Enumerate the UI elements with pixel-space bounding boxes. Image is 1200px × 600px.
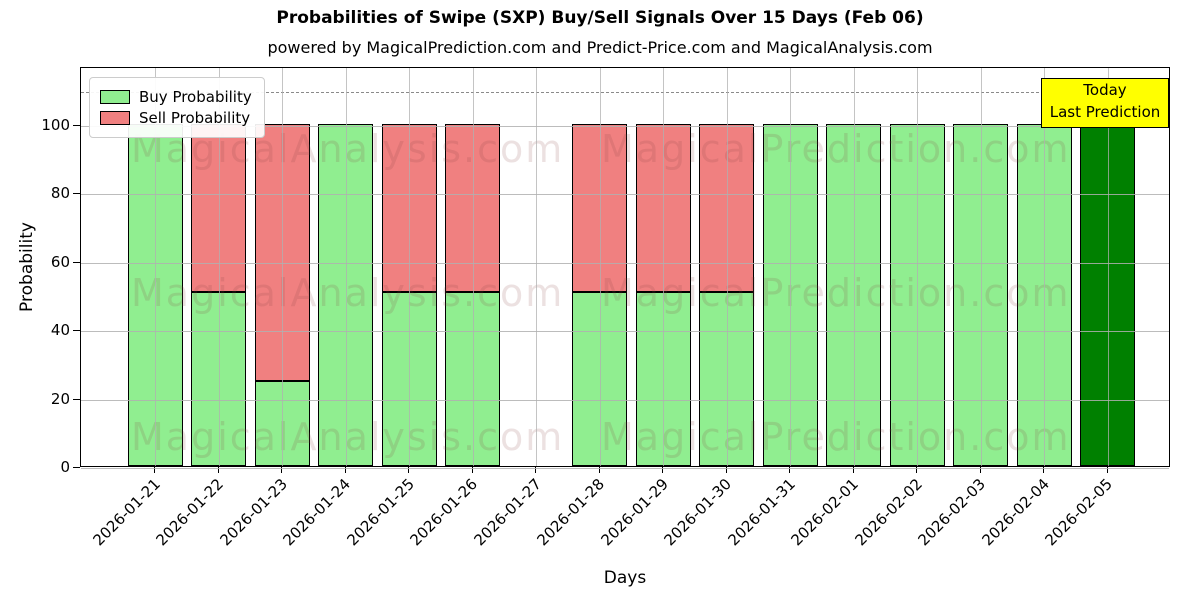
x-tick-label: 2026-01-25 [343,475,418,550]
v-gridline [663,68,664,466]
plot-area: MagicalAnalysis.com MagicalPrediction.com… [80,67,1170,469]
x-tick-label: 2026-01-24 [279,475,355,550]
today-annotation-line2: Last Prediction [1049,102,1161,121]
h-gridline [81,126,1169,128]
x-tick-label: 2026-02-01 [787,475,863,550]
x-tick-mark [789,467,790,473]
sell-swatch-icon [100,111,130,125]
x-tick-label: 2026-01-28 [533,475,609,550]
x-tick-label: 2026-01-23 [216,475,291,550]
y-tick-mark [73,193,80,195]
y-tick-mark [73,398,80,400]
y-tick-label: 100 [41,116,70,135]
x-axis-title: Days [603,568,647,588]
v-gridline [472,68,474,466]
y-tick-mark [73,467,80,468]
y-tick-mark [73,125,80,127]
x-tick-mark [725,467,727,473]
x-tick-mark [535,467,536,473]
v-gridline [218,68,220,466]
y-axis-title: Probability [17,222,37,312]
watermark-prediction: MagicalPrediction.com [601,415,1071,459]
chart-title: Probabilities of Swipe (SXP) Buy/Sell Si… [276,8,924,28]
today-annotation-line1: Today [1083,81,1127,99]
x-tick-label: 2026-01-31 [724,475,799,550]
y-tick-label: 40 [50,321,70,340]
y-tick-label: 60 [50,252,70,271]
x-tick-label: 2026-01-30 [660,475,736,550]
h-gridline [81,262,1169,264]
x-tick-label: 2026-01-29 [597,475,672,550]
v-gridline [345,68,347,466]
watermark-prediction: MagicalPrediction.com [601,127,1071,171]
x-tick-label: 2026-02-02 [851,475,926,550]
x-tick-mark [852,467,854,473]
dashed-threshold-line [81,91,1169,93]
x-tick-mark [662,467,663,473]
v-gridline [1107,68,1109,466]
legend-row-buy: Buy Probability [100,88,252,106]
today-annotation: Today Last Prediction [1041,78,1169,128]
x-tick-label: 2026-01-26 [406,475,482,550]
x-tick-mark [916,467,917,473]
v-gridline [980,68,982,466]
x-tick-mark [979,467,981,473]
x-tick-mark [217,467,219,473]
v-gridline [409,68,410,466]
v-gridline [917,68,918,466]
v-gridline [599,68,601,466]
watermark-analysis: MagicalAnalysis.com [131,415,565,459]
legend-row-sell: Sell Probability [100,109,252,127]
h-gridline [81,468,1169,469]
chart-subtitle: powered by MagicalPrediction.com and Pre… [267,38,933,57]
x-tick-mark [1043,467,1044,473]
buy-swatch-icon [100,90,130,104]
x-tick-label: 2026-01-27 [470,475,545,550]
x-tick-label: 2026-01-22 [152,475,228,550]
y-tick-label: 20 [50,389,70,408]
watermark-prediction: MagicalPrediction.com [601,271,1071,315]
v-gridline [1044,68,1045,466]
h-gridline [81,399,1169,401]
x-tick-mark [154,467,155,473]
y-tick-mark [73,330,80,332]
x-tick-label: 2026-02-04 [978,475,1053,550]
v-gridline [726,68,728,466]
v-gridline [790,68,791,466]
x-tick-label: 2026-02-05 [1041,475,1117,550]
legend-sell-label: Sell Probability [139,109,251,127]
y-tick-label: 0 [60,458,70,476]
x-tick-mark [598,467,600,473]
v-gridline [853,68,855,466]
legend: Buy Probability Sell Probability [89,77,265,138]
legend-buy-label: Buy Probability [139,88,252,106]
x-tick-mark [344,467,346,473]
x-tick-mark [281,467,282,473]
y-tick-mark [73,261,80,263]
v-gridline [536,68,537,466]
watermark-analysis: MagicalAnalysis.com [131,271,565,315]
v-gridline [282,68,283,466]
x-tick-label: 2026-02-03 [914,475,990,550]
x-tick-mark [408,467,409,473]
h-gridline [81,331,1169,333]
x-tick-mark [471,467,473,473]
y-tick-label: 80 [50,184,70,203]
v-gridline [155,68,156,466]
h-gridline [81,194,1169,196]
x-tick-mark [1106,467,1108,473]
x-tick-label: 2026-01-21 [89,475,164,550]
